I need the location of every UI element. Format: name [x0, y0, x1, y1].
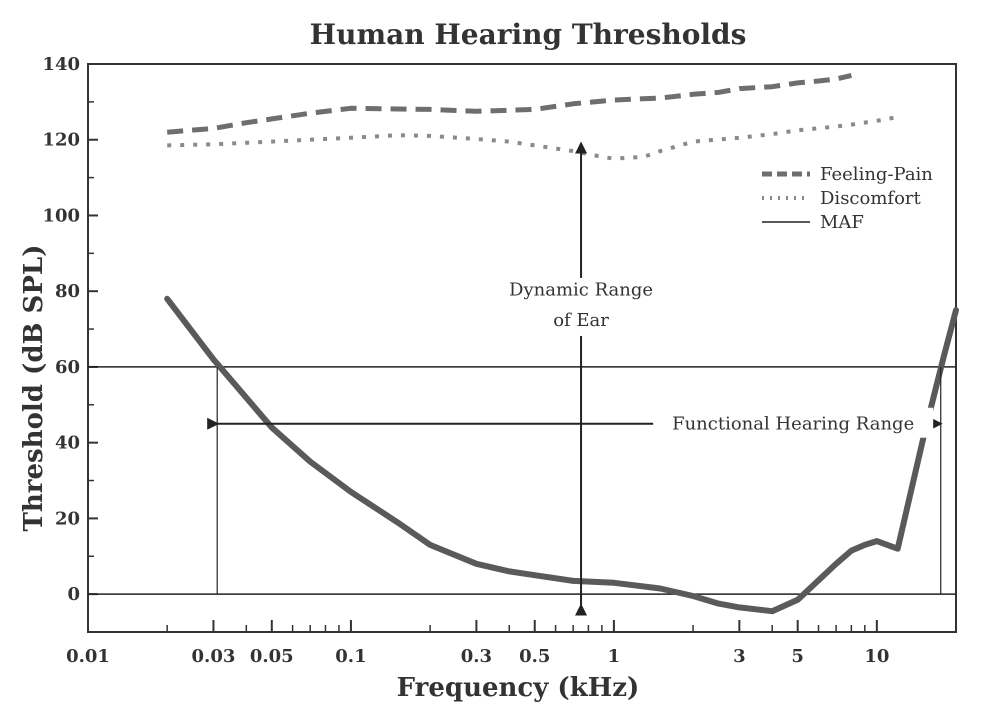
functional-range-label-bg [653, 407, 934, 438]
dynamic-range-label-2: of Ear [553, 310, 609, 331]
x-tick-label: 0.3 [461, 646, 492, 667]
legend-label: Discomfort [820, 188, 922, 209]
x-tick-label: 10 [864, 646, 889, 667]
chart-title: Human Hearing Thresholds [310, 18, 747, 51]
annotation-layer: Dynamic Range of Ear Functional Hearing Ra… [207, 141, 943, 616]
x-tick-label: 0.05 [250, 646, 294, 667]
x-tick-label: 0.1 [335, 646, 366, 667]
reference-lines [88, 366, 956, 595]
y-tick-label: 0 [67, 584, 80, 605]
x-axis-ticks: 0.01 0.03 0.05 0.1 0.3 0.5 1 3 5 10 [66, 620, 957, 667]
y-tick-label: 20 [55, 508, 80, 529]
legend-label: Feeling-Pain [820, 164, 933, 185]
functional-range-label: Functional Hearing Range [672, 414, 914, 435]
x-axis-label: Frequency (kHz) [397, 673, 640, 703]
plot-frame [87, 63, 957, 633]
x-tick-label: 0.01 [66, 646, 110, 667]
series-layer [164, 72, 959, 615]
y-tick-label: 100 [42, 205, 80, 226]
y-tick-label: 80 [55, 281, 80, 302]
chart-legend: Feeling-Pain Discomfort MAF [762, 164, 933, 233]
legend-label: MAF [820, 212, 864, 233]
x-tick-label: 0.03 [192, 646, 236, 667]
dynamic-range-label: Dynamic Range [509, 280, 653, 301]
y-tick-label: 40 [55, 433, 80, 454]
x-tick-label: 5 [791, 646, 804, 667]
dynamic-range-label-bg [499, 277, 664, 336]
y-tick-label: 120 [42, 130, 80, 151]
x-tick-label: 3 [733, 646, 746, 667]
y-tick-label: 60 [55, 357, 80, 378]
series-line-feeling-pain [166, 72, 852, 135]
x-tick-label: 0.5 [519, 646, 550, 667]
series-line-discomfort [167, 115, 899, 161]
y-tick-label: 140 [42, 54, 80, 75]
series-line-maf [164, 295, 959, 615]
x-tick-label: 1 [608, 646, 621, 667]
y-axis-label: Threshold (dB SPL) [19, 245, 49, 532]
y-axis-ticks: 0 20 40 60 80 100 120 140 [42, 54, 98, 605]
